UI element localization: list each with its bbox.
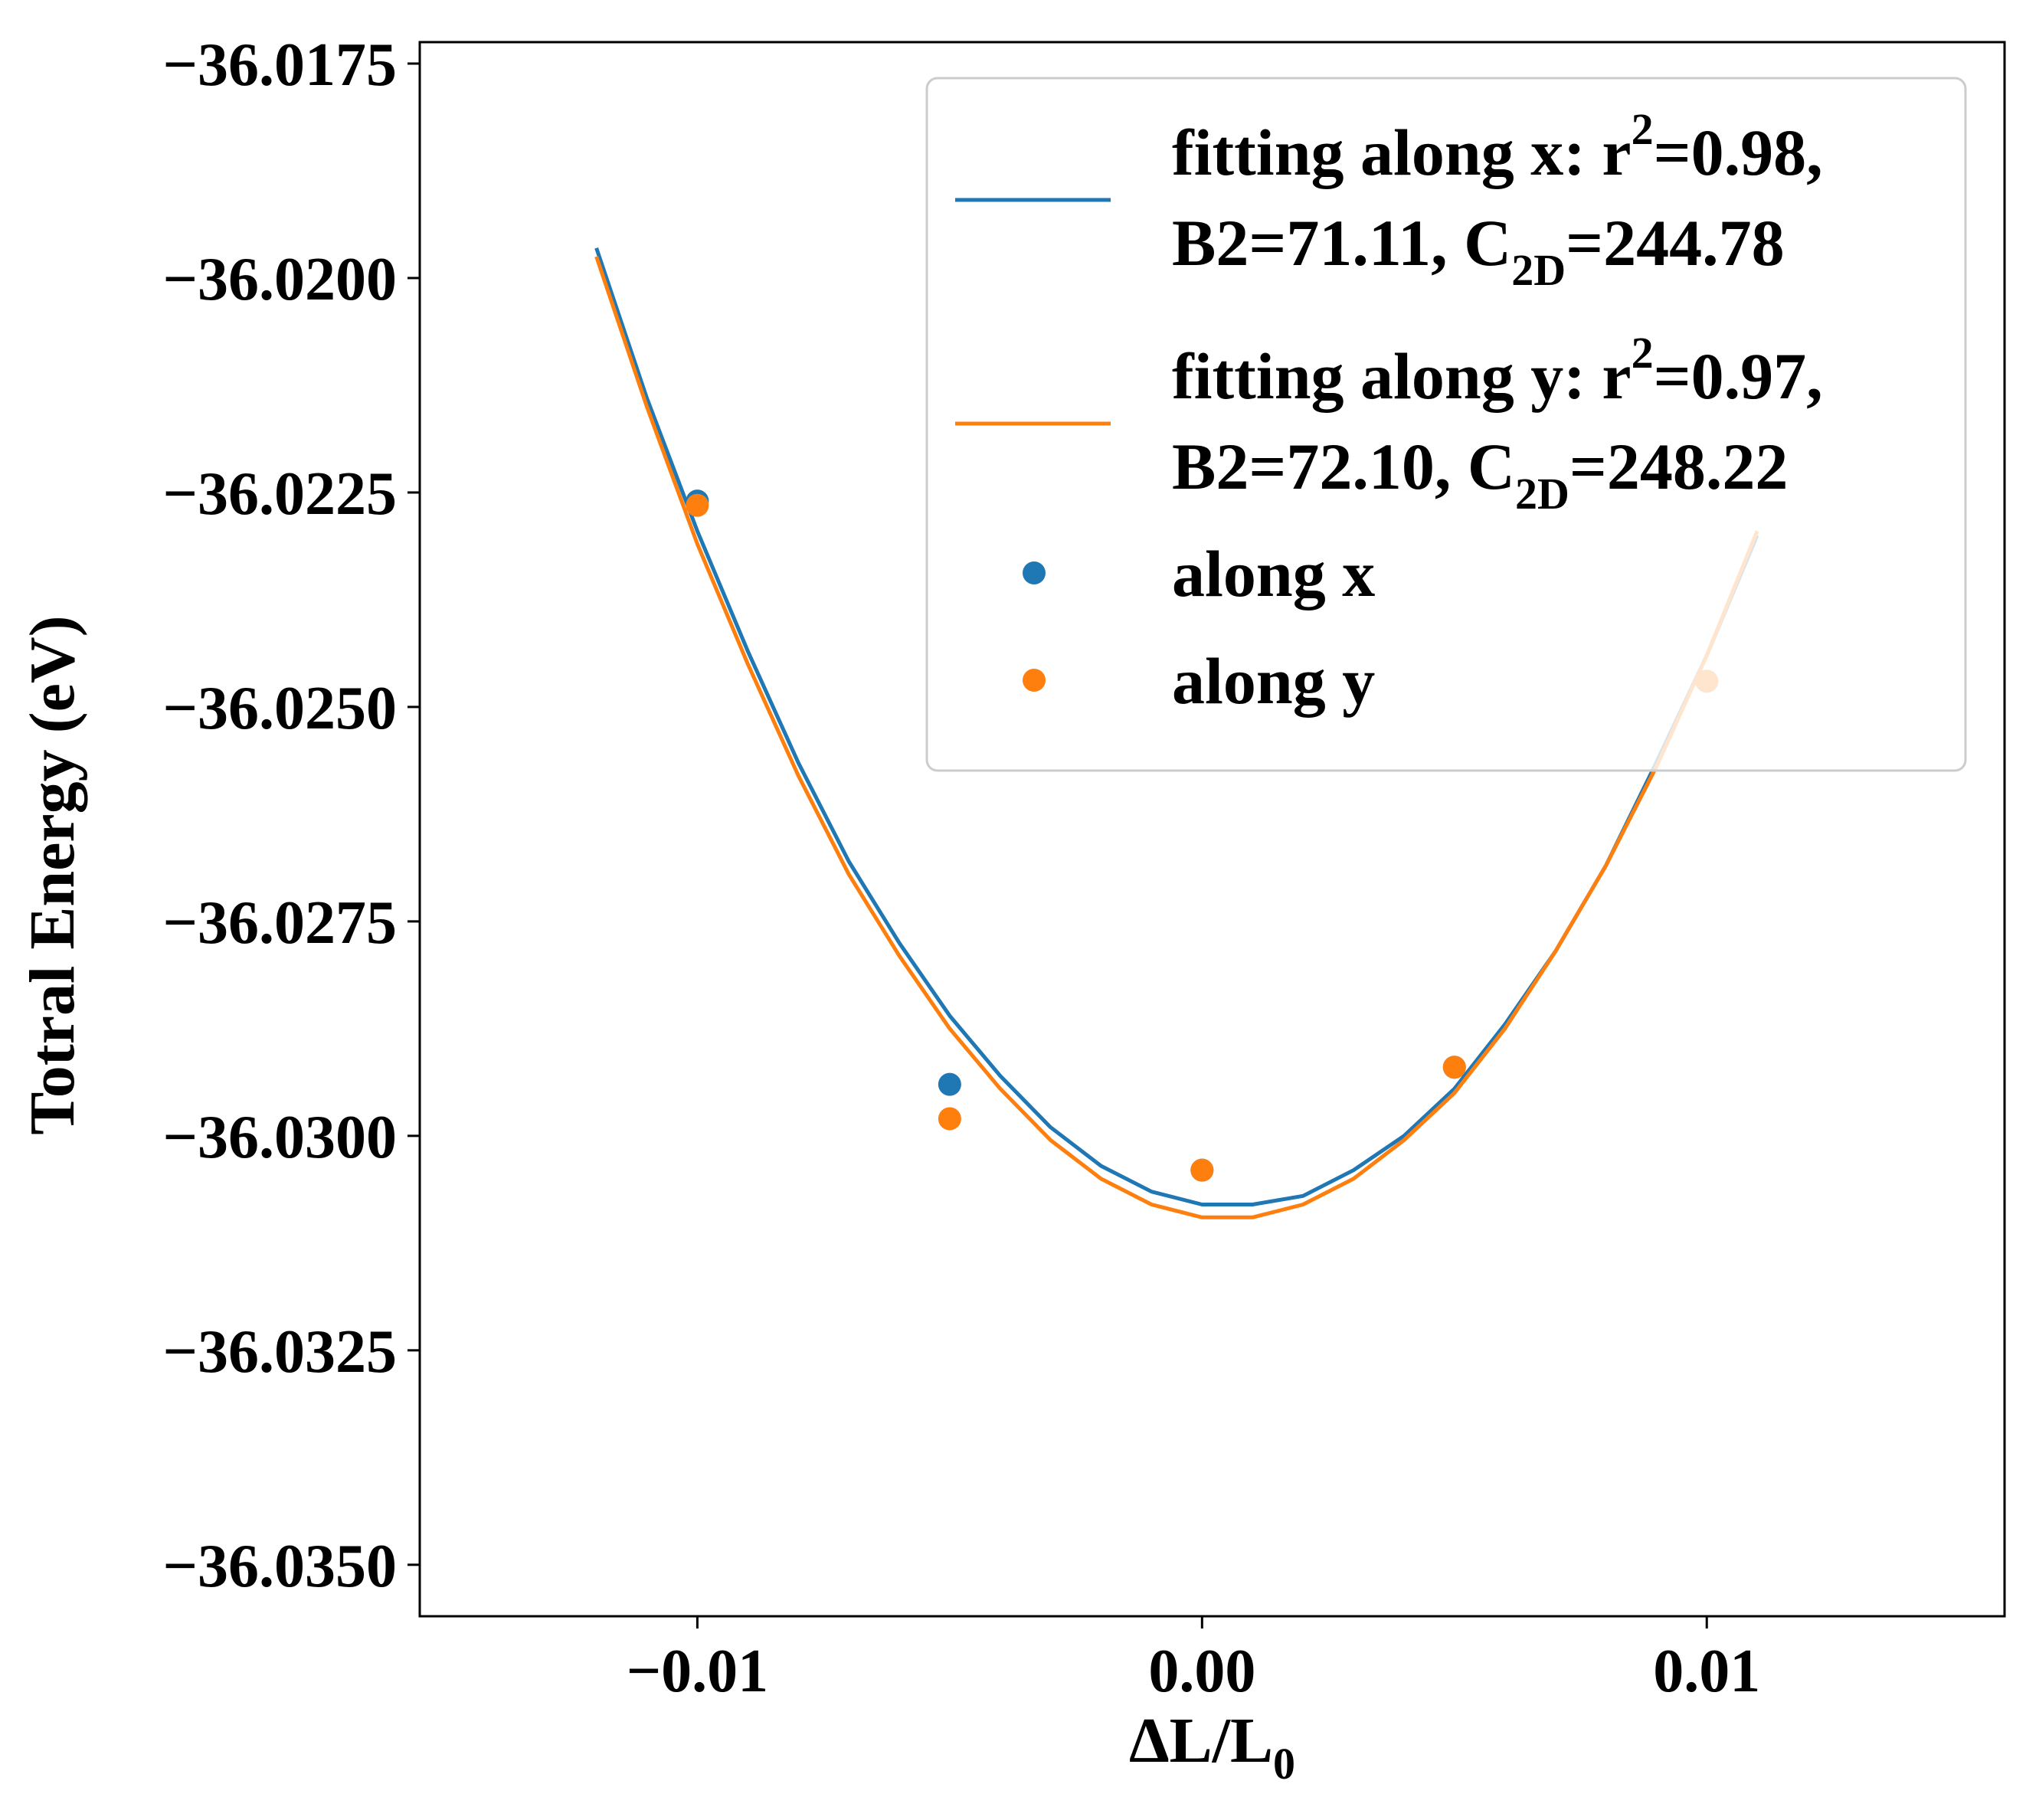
y-tick-label: −36.0175 bbox=[162, 31, 397, 99]
legend-box bbox=[925, 77, 1967, 772]
data-point-along-y bbox=[1442, 1056, 1466, 1079]
x-tick-label: −0.01 bbox=[627, 1638, 769, 1705]
legend-superscript: 2 bbox=[1632, 104, 1654, 154]
data-point-along-y bbox=[686, 493, 709, 517]
series-lines bbox=[594, 247, 1759, 1219]
legend-subscript: 2D bbox=[1515, 469, 1569, 519]
legend-label-line1: fitting along y: r2=0.97, bbox=[1172, 328, 1823, 413]
legend-text-part: fitting along x: r bbox=[1172, 116, 1632, 189]
legend-label-line1: fitting along x: r2=0.98, bbox=[1172, 104, 1823, 189]
legend-text-part: B2=71.11, C bbox=[1172, 206, 1511, 280]
y-tick-label: −36.0300 bbox=[162, 1104, 397, 1171]
data-point-along-x bbox=[938, 1072, 961, 1096]
y-axis-title: Totral Energy (eV) bbox=[17, 615, 88, 1134]
y-tick-label: −36.0350 bbox=[162, 1533, 397, 1600]
legend-text-part: =244.78 bbox=[1566, 206, 1785, 280]
legend-text-part: B2=72.10, C bbox=[1172, 430, 1515, 503]
y-tick-label: −36.0200 bbox=[162, 246, 397, 313]
legend: fitting along x: r2=0.98,B2=71.11, C2D=2… bbox=[925, 77, 1967, 772]
data-point-along-y bbox=[1190, 1158, 1214, 1182]
y-tick-label: −36.0325 bbox=[162, 1318, 397, 1386]
legend-text-part: =248.22 bbox=[1569, 430, 1789, 503]
legend-subscript: 2D bbox=[1511, 245, 1566, 295]
axes-frame bbox=[418, 41, 2006, 1618]
y-tick-label: −36.0250 bbox=[162, 675, 397, 742]
legend-label: along x bbox=[1172, 537, 1375, 610]
legend-marker-swatch bbox=[1023, 561, 1046, 584]
x-tick-label: 0.01 bbox=[1653, 1638, 1760, 1705]
x-ticks: −0.01 0.00 0.01 bbox=[627, 1616, 1760, 1705]
legend-text-part: =0.98, bbox=[1654, 116, 1823, 189]
y-ticks: −36.0175 −36.0200 −36.0225 −36.0250 −36.0275… bbox=[162, 31, 420, 1600]
legend-superscript: 2 bbox=[1632, 328, 1654, 378]
legend-text-part: =0.97, bbox=[1654, 339, 1823, 413]
x-tick-label: 0.00 bbox=[1148, 1638, 1255, 1705]
legend-marker-swatch bbox=[1023, 669, 1046, 692]
y-tick-label: −36.0275 bbox=[162, 889, 397, 957]
x-axis-title-main: ΔL/L bbox=[1129, 1705, 1273, 1776]
x-axis-title-subscript: 0 bbox=[1273, 1739, 1295, 1789]
legend-label-line2: B2=71.11, C2D=244.78 bbox=[1172, 206, 1785, 295]
data-point-along-y bbox=[938, 1107, 961, 1131]
x-axis-title: ΔL/L0 bbox=[1129, 1705, 1295, 1789]
legend-label: along y bbox=[1172, 644, 1375, 718]
series-line-fitting-along-y bbox=[594, 256, 1759, 1219]
legend-text-part: fitting along y: r bbox=[1172, 339, 1632, 413]
y-tick-label: −36.0225 bbox=[162, 460, 397, 528]
legend-label-line2: B2=72.10, C2D=248.22 bbox=[1172, 430, 1788, 519]
